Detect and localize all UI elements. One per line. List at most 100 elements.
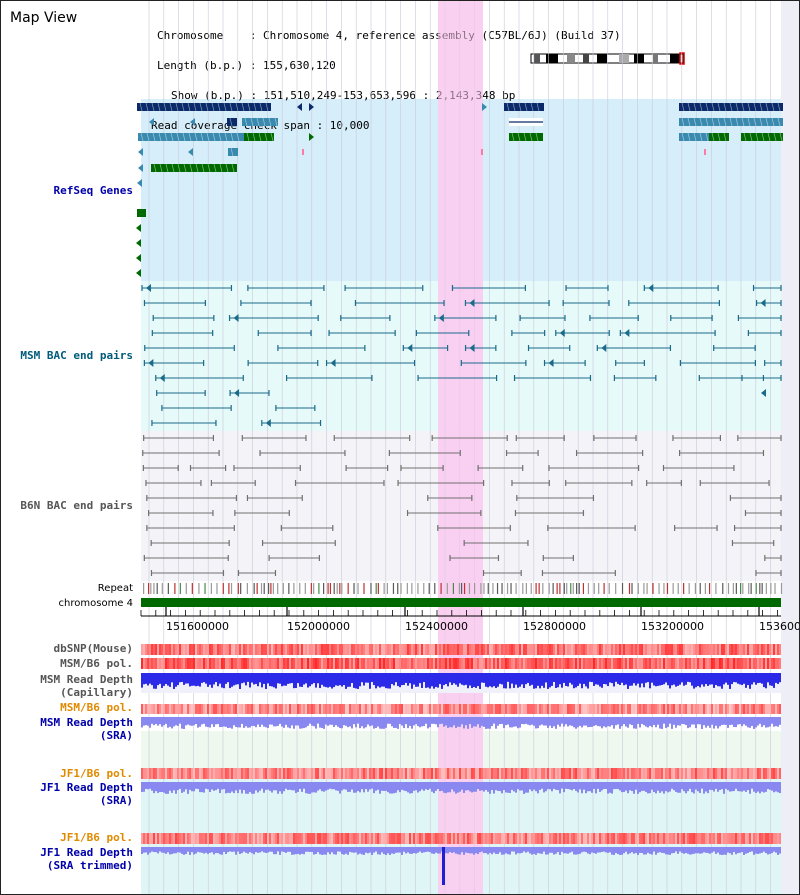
polymorphism-bin bbox=[243, 644, 245, 655]
jf1-read-depth-trimmed-label[interactable]: JF1 Read Depth bbox=[40, 846, 133, 859]
read-depth-bin bbox=[639, 673, 641, 688]
strand-arrow bbox=[138, 148, 143, 156]
read-depth-bin bbox=[143, 782, 145, 792]
polymorphism-bin bbox=[707, 768, 709, 779]
read-depth-bin bbox=[625, 782, 627, 791]
read-depth-bin bbox=[559, 673, 561, 685]
polymorphism-bin bbox=[511, 658, 513, 669]
read-depth-bin bbox=[509, 782, 511, 794]
read-depth-bin bbox=[521, 717, 523, 724]
polymorphism-bin bbox=[473, 704, 475, 714]
read-depth-bin bbox=[469, 847, 471, 854]
read-depth-bin bbox=[517, 717, 519, 729]
polymorphism-bin bbox=[457, 644, 459, 655]
polymorphism-bin bbox=[557, 658, 559, 669]
jf1-b6-pol-2-label[interactable]: JF1/B6 pol. bbox=[60, 831, 133, 844]
jf1-trimmed-sub-label: (SRA trimmed) bbox=[46, 859, 133, 872]
polymorphism-bin bbox=[527, 644, 529, 655]
polymorphism-bin bbox=[307, 768, 309, 779]
refseq-genes-label[interactable]: RefSeq Genes bbox=[53, 184, 133, 197]
read-depth-bin bbox=[381, 847, 383, 853]
read-depth-bin bbox=[541, 673, 543, 686]
read-depth-bin bbox=[425, 782, 427, 790]
read-depth-bin bbox=[275, 847, 277, 855]
read-depth-bin bbox=[555, 847, 557, 854]
jf1-read-depth-sra-label[interactable]: JF1 Read Depth bbox=[40, 781, 133, 794]
gene-strand-mark bbox=[773, 132, 777, 142]
msm-bac-label[interactable]: MSM BAC end pairs bbox=[20, 349, 133, 362]
read-depth-bin bbox=[311, 782, 313, 793]
read-depth-bin bbox=[387, 782, 389, 793]
polymorphism-bin bbox=[395, 833, 397, 844]
read-depth-bin bbox=[537, 847, 539, 854]
read-depth-bin bbox=[295, 673, 297, 689]
read-depth-bin bbox=[329, 673, 331, 687]
read-depth-bin bbox=[399, 847, 401, 853]
polymorphism-bin bbox=[669, 768, 671, 779]
read-depth-bin bbox=[413, 673, 415, 685]
polymorphism-bin bbox=[141, 704, 143, 714]
read-depth-bin bbox=[481, 847, 483, 852]
msm-read-depth-capillary-label[interactable]: MSM Read Depth bbox=[40, 673, 133, 686]
read-depth-bin bbox=[165, 782, 167, 794]
polymorphism-bin bbox=[693, 644, 695, 655]
read-depth-bin bbox=[421, 673, 423, 689]
polymorphism-bin bbox=[615, 833, 617, 844]
read-depth-bin bbox=[523, 782, 525, 794]
polymorphism-bin bbox=[619, 644, 621, 655]
msm-b6-pol-2-label[interactable]: MSM/B6 pol. bbox=[60, 701, 133, 714]
polymorphism-bin bbox=[215, 658, 217, 669]
read-depth-bin bbox=[727, 847, 729, 853]
read-depth-bin bbox=[187, 847, 189, 852]
dbsnp-label[interactable]: dbSNP(Mouse) bbox=[53, 642, 133, 655]
polymorphism-bin bbox=[581, 833, 583, 844]
polymorphism-bin bbox=[417, 768, 419, 779]
polymorphism-bin bbox=[575, 644, 577, 655]
read-depth-bin bbox=[165, 717, 167, 724]
polymorphism-bin bbox=[671, 658, 673, 669]
polymorphism-bin bbox=[699, 704, 701, 714]
read-depth-bin bbox=[153, 782, 155, 794]
polymorphism-bin bbox=[443, 658, 445, 669]
polymorphism-bin bbox=[421, 658, 423, 669]
polymorphism-bin bbox=[317, 658, 319, 669]
msm-bac-arrow bbox=[624, 329, 630, 337]
read-depth-bin bbox=[517, 847, 519, 854]
polymorphism-bin bbox=[705, 644, 707, 655]
read-depth-bin bbox=[383, 782, 385, 792]
polymorphism-bin bbox=[395, 658, 397, 669]
polymorphism-bin bbox=[577, 833, 579, 844]
polymorphism-bin bbox=[585, 644, 587, 655]
read-depth-bin bbox=[667, 847, 669, 855]
read-depth-bin bbox=[455, 673, 457, 685]
polymorphism-bin bbox=[625, 704, 627, 714]
read-depth-bin bbox=[285, 847, 287, 853]
jf1-b6-pol-label[interactable]: JF1/B6 pol. bbox=[60, 767, 133, 780]
repeat-mark bbox=[304, 583, 306, 594]
read-depth-bin bbox=[649, 782, 651, 794]
read-depth-bin bbox=[415, 847, 417, 854]
polymorphism-bin bbox=[177, 768, 179, 779]
polymorphism-bin bbox=[777, 704, 779, 714]
repeat-mark bbox=[522, 583, 524, 594]
polymorphism-bin bbox=[243, 704, 245, 714]
msm-b6-pol-label[interactable]: MSM/B6 pol. bbox=[60, 657, 133, 670]
polymorphism-bin bbox=[629, 658, 631, 669]
read-depth-bin bbox=[371, 717, 373, 726]
polymorphism-bin bbox=[229, 833, 231, 844]
repeat-mark bbox=[510, 583, 512, 594]
polymorphism-bin bbox=[657, 833, 659, 844]
polymorphism-bin bbox=[157, 658, 159, 669]
gene-strand-mark bbox=[244, 117, 248, 127]
polymorphism-bin bbox=[641, 658, 643, 669]
read-depth-bin bbox=[575, 673, 577, 688]
read-depth-bin bbox=[365, 782, 367, 790]
msm-read-depth-sra-label[interactable]: MSM Read Depth bbox=[40, 716, 133, 729]
polymorphism-bin bbox=[379, 658, 381, 669]
polymorphism-bin bbox=[151, 833, 153, 844]
polymorphism-bin bbox=[159, 658, 161, 669]
b6n-bac-label[interactable]: B6N BAC end pairs bbox=[20, 499, 133, 512]
msm-bac-arrow bbox=[760, 299, 766, 307]
